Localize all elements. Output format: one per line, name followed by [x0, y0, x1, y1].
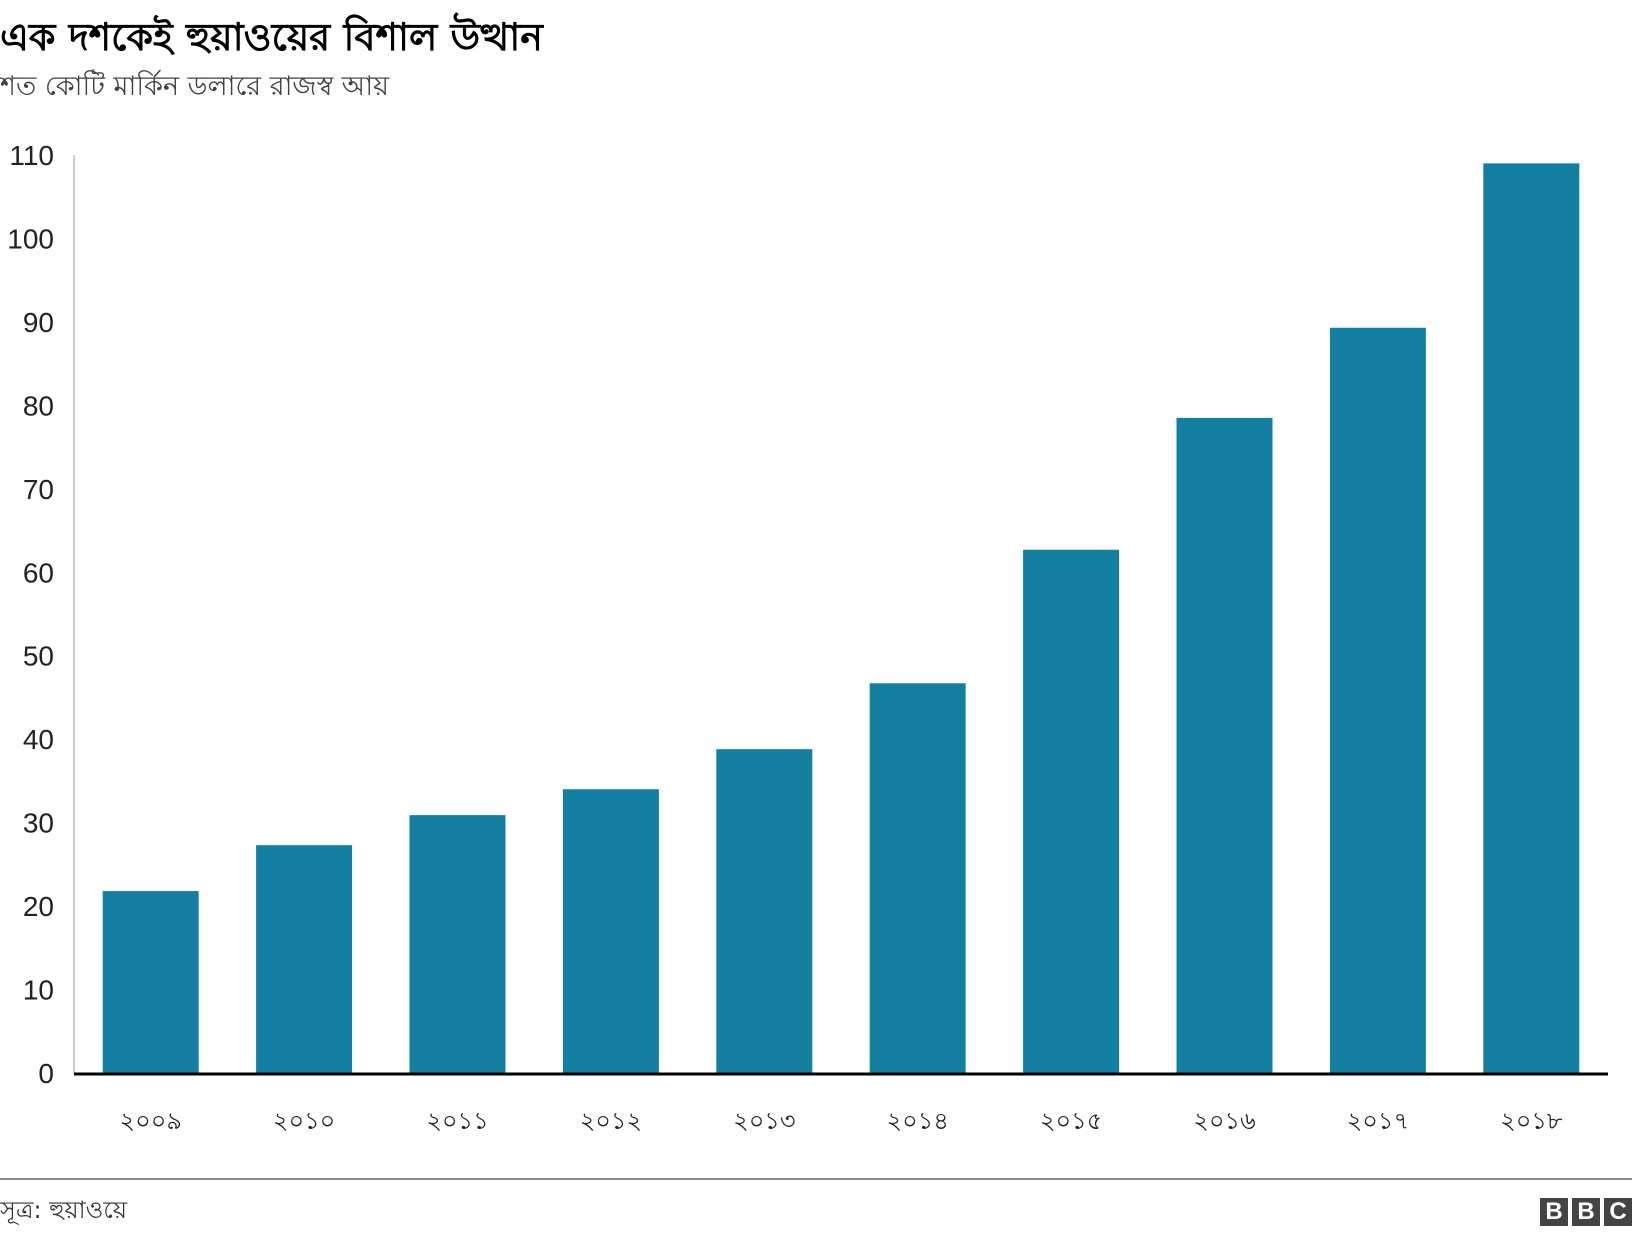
y-tick-label: 10 [23, 975, 54, 1006]
bar-8 [1329, 327, 1426, 1073]
logo-letter-b2: B [1572, 1198, 1600, 1226]
bar-3 [562, 789, 659, 1073]
y-tick-label: 100 [7, 223, 54, 254]
bar-1 [256, 845, 353, 1073]
y-tick-label: 30 [23, 808, 54, 839]
y-tick-label: 40 [23, 724, 54, 755]
x-tick-label: ২০১৭ [1347, 1107, 1409, 1135]
chart-subtitle: শত কোটি মার্কিন ডলারে রাজস্ব আয় [0, 71, 389, 102]
bar-5 [869, 683, 966, 1073]
x-tick-label: ২০১১ [426, 1107, 488, 1135]
bbc-logo: B B C [1540, 1198, 1632, 1226]
y-tick-label: 70 [23, 474, 54, 505]
x-axis: ২০০৯ ২০১০ ২০১১ ২০১২ ২০১৩ ২০১৪ ২০১৫ ২০১৬ ২০১৭ ২০১৮ [74, 1072, 1608, 1135]
logo-letter-c: C [1604, 1198, 1632, 1226]
logo-letter-b1: B [1540, 1198, 1568, 1226]
x-tick-label: ২০১৪ [887, 1107, 949, 1135]
bar-4 [716, 749, 813, 1073]
bar-0 [102, 891, 199, 1073]
x-tick-label: ২০১২ [580, 1107, 642, 1135]
chart-title: এক দশকেই হুয়াওয়ের বিশাল উত্থান [0, 15, 543, 59]
y-tick-label: 0 [38, 1058, 54, 1089]
y-axis: 0 10 20 30 40 50 60 70 80 90 100 110 [7, 140, 75, 1089]
x-tick-label: ২০১০ [273, 1107, 335, 1135]
x-tick-label: ২০১৩ [733, 1107, 795, 1135]
bar-7 [1176, 417, 1273, 1073]
source-note: সূত্র: হুয়াওয়ে [0, 1196, 128, 1224]
y-tick-label: 20 [23, 891, 54, 922]
footer-divider [0, 1178, 1632, 1180]
y-tick-label: 110 [9, 140, 54, 171]
bar-2 [409, 815, 506, 1073]
x-tick-label: ২০১৮ [1500, 1107, 1563, 1135]
bars [102, 163, 1580, 1073]
y-tick-label: 60 [23, 557, 54, 588]
y-tick-label: 50 [23, 641, 54, 672]
y-tick-label: 80 [23, 390, 54, 421]
x-tick-label: ২০১৬ [1193, 1107, 1255, 1135]
bar-9 [1483, 163, 1580, 1073]
x-tick-label: ২০০৯ [120, 1107, 182, 1135]
x-tick-label: ২০১৫ [1040, 1107, 1102, 1135]
bar-6 [1023, 549, 1120, 1073]
y-tick-label: 90 [23, 307, 54, 338]
